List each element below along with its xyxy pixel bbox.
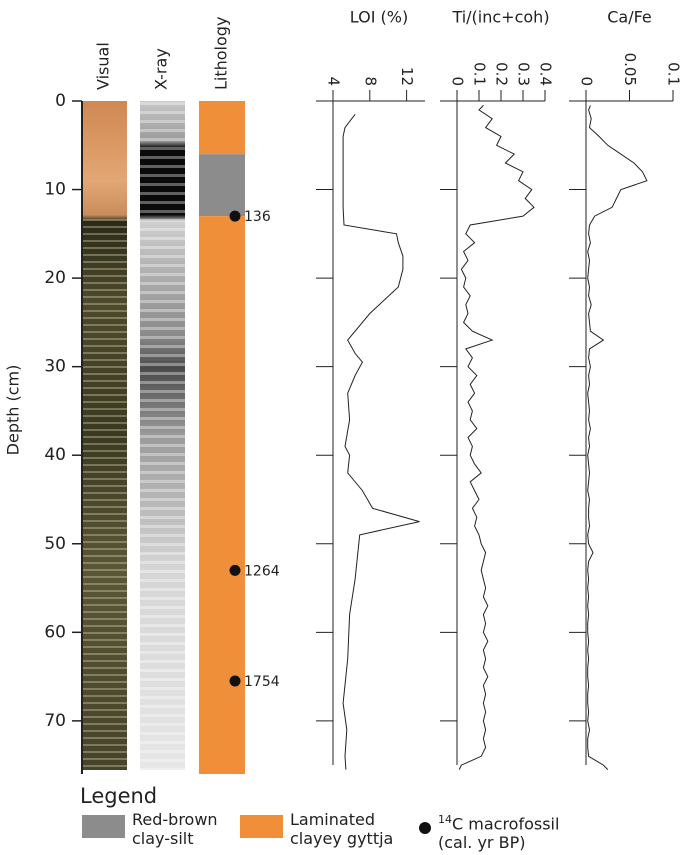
- x-tick-label: 0: [449, 76, 467, 86]
- depth-axis-label: Depth (cm): [4, 365, 23, 456]
- y-tick-label: 0: [55, 91, 66, 111]
- legend-text: (cal. yr BP): [438, 833, 526, 853]
- legend-text: C macrofossil: [452, 814, 560, 834]
- data-line: [587, 105, 648, 770]
- x-tick-label: 0.2: [493, 62, 511, 86]
- x-tick-label: 4: [325, 76, 343, 86]
- legend-label: Laminated clayey gyttja: [290, 810, 394, 848]
- lithology-unit: [199, 216, 245, 775]
- date-marker: [229, 564, 241, 576]
- legend-swatch: [82, 815, 125, 838]
- legend-label: Red-brown clay-silt: [132, 810, 218, 848]
- legend-swatch: [240, 815, 283, 838]
- date-label: 1754: [244, 674, 280, 690]
- y-tick-label: 70: [44, 711, 66, 731]
- panel-title: LOI (%): [350, 8, 408, 27]
- legend-date-marker: [419, 822, 431, 834]
- date-marker: [229, 675, 241, 687]
- x-tick-label: 0: [578, 76, 596, 86]
- x-tick-label: 0.05: [621, 53, 639, 86]
- lithology-unit: [199, 154, 245, 217]
- x-tick-label: 0.1: [665, 62, 683, 86]
- legend-label: 14C macrofossil (cal. yr BP): [438, 810, 638, 852]
- y-tick-label: 30: [44, 357, 66, 377]
- data-line: [342, 113, 420, 770]
- xray-core-laminae: [140, 101, 185, 770]
- legend-superscript: 14: [438, 813, 452, 826]
- column-label: X-ray: [152, 48, 171, 90]
- y-tick-label: 60: [44, 622, 66, 642]
- data-line: [458, 105, 535, 770]
- column-label: Visual: [94, 42, 113, 90]
- column-label: Lithology: [212, 17, 231, 90]
- y-tick-label: 20: [44, 268, 66, 288]
- lithology-unit: [199, 101, 245, 155]
- y-tick-label: 40: [44, 445, 66, 465]
- date-marker: [229, 210, 241, 222]
- date-label: 136: [244, 209, 271, 225]
- visual-core-laminae: [82, 218, 127, 770]
- y-tick-label: 50: [44, 534, 66, 554]
- x-tick-label: 8: [361, 76, 379, 86]
- x-tick-label: 0.4: [537, 62, 555, 86]
- panel-title: Ca/Fe: [607, 8, 652, 27]
- panel-title: Ti/(inc+coh): [451, 8, 549, 27]
- x-tick-label: 0.3: [515, 62, 533, 86]
- y-tick-label: 10: [44, 180, 66, 200]
- x-tick-label: 12: [398, 67, 416, 86]
- x-tick-label: 0.1: [471, 62, 489, 86]
- date-label: 1264: [244, 563, 280, 579]
- legend-title: Legend: [80, 784, 157, 808]
